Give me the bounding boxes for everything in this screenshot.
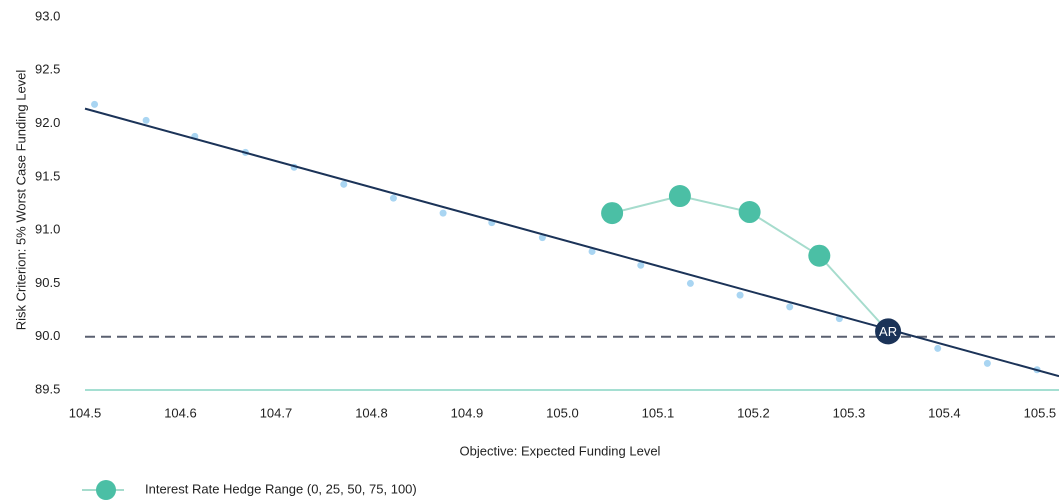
dot — [983, 359, 991, 367]
marker — [808, 244, 831, 267]
y-tick-label: 90.5 — [35, 275, 60, 290]
x-axis-label: Objective: Expected Funding Level — [460, 443, 661, 458]
x-tick-label: 104.5 — [69, 405, 102, 420]
dot — [736, 291, 744, 299]
x-tick-label: 105.2 — [737, 405, 770, 420]
dot — [91, 100, 99, 108]
dot — [389, 194, 397, 202]
x-tick-label: 105.1 — [642, 405, 675, 420]
y-tick-label: 90.0 — [35, 328, 60, 343]
x-tick-label: 104.9 — [451, 405, 484, 420]
y-axis-label: Risk Criterion: 5% Worst Case Funding Le… — [13, 70, 28, 331]
dot — [786, 303, 794, 311]
y-tick-label: 89.5 — [35, 381, 60, 396]
dot — [340, 180, 348, 188]
x-tick-label: 105.4 — [928, 405, 961, 420]
y-tick-label: 93.0 — [35, 8, 60, 23]
y-tick-label: 91.0 — [35, 222, 60, 237]
annotation-marker — [875, 318, 902, 345]
dot — [538, 234, 546, 242]
y-tick-label: 92.0 — [35, 115, 60, 130]
dot — [588, 247, 596, 255]
legend-label: Interest Rate Hedge Range (0, 25, 50, 75… — [145, 481, 417, 496]
x-tick-label: 105.5 — [1024, 405, 1057, 420]
marker — [738, 201, 761, 224]
x-tick-label: 104.6 — [164, 405, 197, 420]
y-tick-label: 92.5 — [35, 62, 60, 77]
dot — [637, 261, 645, 269]
x-tick-label: 104.7 — [260, 405, 293, 420]
marker — [601, 202, 624, 225]
dot — [934, 344, 942, 352]
x-tick-label: 105.0 — [546, 405, 579, 420]
dot — [439, 209, 447, 217]
annotation-label: AR — [879, 324, 897, 339]
dot — [686, 279, 694, 287]
legend-marker — [96, 480, 116, 500]
marker — [668, 185, 691, 208]
y-tick-label: 91.5 — [35, 168, 60, 183]
dot — [142, 116, 150, 124]
x-tick-label: 104.8 — [355, 405, 388, 420]
x-tick-label: 105.3 — [833, 405, 866, 420]
